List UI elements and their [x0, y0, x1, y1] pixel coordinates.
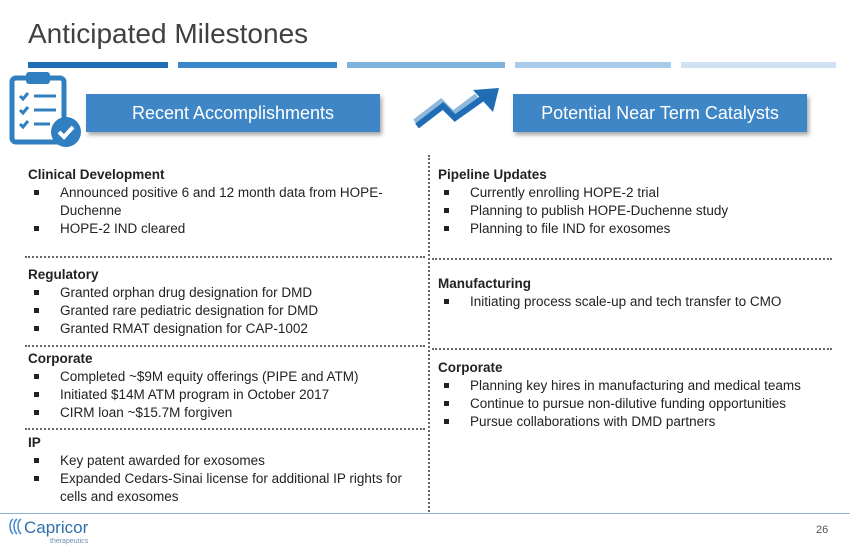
bullet-item: Expanded Cedars-Sinai license for additi… — [28, 470, 423, 506]
logo-icon — [9, 518, 22, 535]
section: Corporate Planning key hires in manufactu… — [438, 359, 833, 431]
header-bar — [28, 62, 168, 68]
section: IP Key patent awarded for exosomes Expande… — [28, 434, 423, 506]
bullet-item: Planning to publish HOPE-Duchenne study — [438, 202, 833, 220]
bullet-item: Granted RMAT designation for CAP-1002 — [28, 320, 423, 338]
bullet-item: Initiated $14M ATM program in October 20… — [28, 386, 423, 404]
section-heading: Clinical Development — [28, 167, 165, 182]
bullet-item: CIRM loan ~$15.7M forgiven — [28, 404, 423, 422]
clipboard-icon — [9, 72, 81, 147]
section: Regulatory Granted orphan drug designatio… — [28, 266, 423, 338]
bullet-item: Announced positive 6 and 12 month data f… — [28, 184, 423, 220]
banner: Recent Accomplishments — [86, 94, 380, 132]
divider — [432, 258, 832, 260]
footer-line — [0, 513, 850, 514]
bullet-item: Planning key hires in manufacturing and … — [438, 377, 833, 395]
section-heading: Pipeline Updates — [438, 167, 547, 182]
section: Pipeline Updates Currently enrolling HOPE… — [438, 166, 833, 238]
logo: Capricor — [24, 518, 89, 537]
section: Clinical Development Announced positive 6… — [28, 166, 423, 238]
divider — [25, 428, 425, 430]
bullet-item: Pursue collaborations with DMD partners — [438, 413, 833, 431]
section-heading: Corporate — [438, 360, 503, 375]
section-heading: Regulatory — [28, 267, 99, 282]
header-bar — [681, 62, 836, 68]
divider — [25, 256, 425, 258]
header-bar — [178, 62, 337, 68]
trend-icon — [413, 88, 499, 128]
bullet-item: Key patent awarded for exosomes — [28, 452, 423, 470]
section-heading: IP — [28, 435, 41, 450]
section: Manufacturing Initiating process scale-up… — [438, 275, 833, 311]
page-number: 26 — [816, 524, 829, 536]
title: Anticipated Milestones — [28, 18, 309, 49]
banner: Potential Near Term Catalysts — [513, 94, 807, 132]
bullet-item: Planning to file IND for exosomes — [438, 220, 833, 238]
header-bar — [347, 62, 505, 68]
bullet-item: Continue to pursue non-dilutive funding … — [438, 395, 833, 413]
bullet-item: Granted rare pediatric designation for D… — [28, 302, 423, 320]
divider — [432, 348, 832, 350]
section: Corporate Completed ~$9M equity offerings… — [28, 350, 423, 422]
bullet-item: HOPE-2 IND cleared — [28, 220, 423, 238]
bullet-item: Initiating process scale-up and tech tra… — [438, 293, 833, 311]
divider — [428, 155, 430, 512]
section-heading: Corporate — [28, 351, 93, 366]
section-heading: Manufacturing — [438, 276, 531, 291]
bullet-item: Completed ~$9M equity offerings (PIPE an… — [28, 368, 423, 386]
bullet-item: Granted orphan drug designation for DMD — [28, 284, 423, 302]
logo-sub: therapeutics — [50, 538, 89, 545]
bullet-item: Currently enrolling HOPE-2 trial — [438, 184, 833, 202]
header-bar — [515, 62, 671, 68]
divider — [25, 345, 425, 347]
